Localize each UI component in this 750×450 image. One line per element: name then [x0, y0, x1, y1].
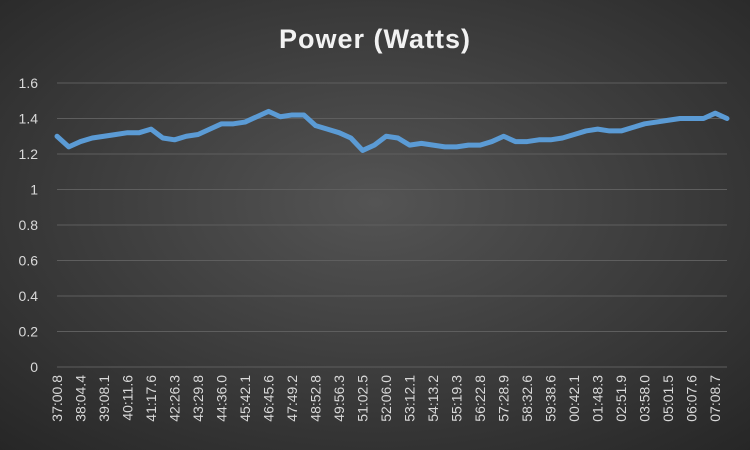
y-tick-label: 0.2 [19, 324, 39, 340]
x-tick-label: 52:06.0 [378, 375, 394, 422]
x-tick-label: 40:11.6 [120, 375, 136, 421]
x-tick-label: 37:00.8 [49, 375, 65, 422]
y-tick-label: 0.4 [19, 288, 39, 304]
x-tick-label: 43:29.8 [190, 375, 206, 422]
chart-title: Power (Watts) [279, 24, 471, 54]
x-tick-label: 48:52.8 [308, 375, 324, 422]
x-tick-label: 56:22.8 [472, 375, 488, 422]
x-tick-label: 42:26.3 [167, 375, 183, 422]
x-tick-label: 47:49.2 [284, 375, 300, 422]
x-tick-label: 38:04.4 [73, 375, 89, 422]
x-tick-label: 46:45.6 [261, 375, 277, 422]
y-tick-label: 0.8 [19, 217, 39, 233]
x-tick-label: 54:13.2 [425, 375, 441, 422]
x-tick-label: 55:19.3 [449, 375, 465, 422]
x-tick-label: 02:51.9 [613, 375, 629, 422]
y-tick-label: 1.4 [19, 111, 39, 127]
x-tick-label: 06:07.6 [684, 375, 700, 422]
x-tick-label: 39:08.1 [96, 375, 112, 422]
y-tick-label: 1.6 [19, 75, 39, 91]
y-tick-label: 0 [30, 359, 38, 375]
x-tick-label: 00:42.1 [566, 375, 582, 422]
x-tick-label: 58:32.6 [519, 375, 535, 422]
x-tick-label: 45:42.1 [237, 375, 253, 422]
x-tick-label: 01:48.3 [590, 375, 606, 422]
x-tick-label: 49:56.3 [331, 375, 347, 422]
y-tick-label: 1.2 [19, 146, 39, 162]
x-tick-label: 57:28.9 [496, 375, 512, 422]
x-tick-label: 44:36.0 [214, 375, 230, 422]
y-tick-label: 1 [30, 182, 38, 198]
x-tick-label: 05:01.5 [660, 375, 676, 422]
y-tick-label: 0.6 [19, 253, 39, 269]
x-tick-label: 59:38.6 [543, 375, 559, 422]
x-tick-label: 51:02.5 [355, 375, 371, 422]
data-line [54, 108, 730, 153]
x-tick-label: 53:12.1 [402, 375, 418, 422]
x-tick-label: 03:58.0 [637, 375, 653, 422]
x-tick-label: 41:17.6 [143, 375, 159, 422]
x-tick-label: 07:08.7 [707, 375, 723, 422]
